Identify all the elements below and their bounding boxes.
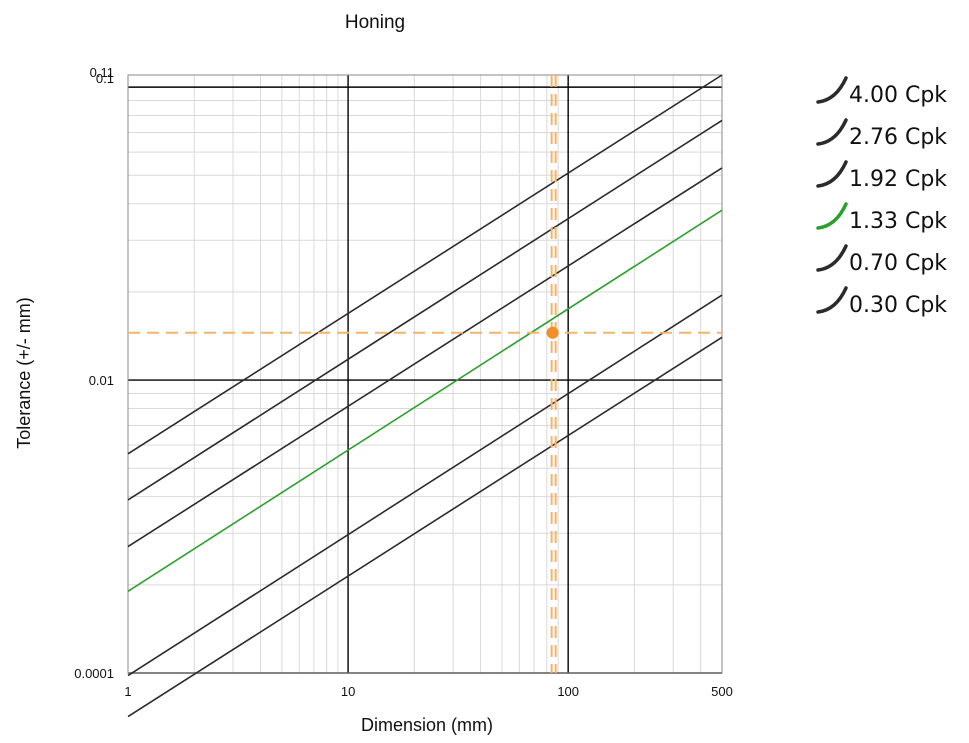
- series-line-4-00-cpk: [127, 74, 723, 455]
- legend-label: 2.76 Cpk: [849, 125, 947, 150]
- x-tick-label: 500: [711, 684, 733, 699]
- legend-swatch-icon: [816, 118, 848, 146]
- legend-label: 4.00 Cpk: [849, 83, 947, 108]
- y-axis-title: Tolerance (+/- mm): [14, 297, 34, 449]
- x-axis-title: Dimension (mm): [361, 715, 493, 735]
- y-tick-label: 0.1: [96, 71, 114, 86]
- y-tick-label: 0.0001: [74, 666, 114, 681]
- legend-item[interactable]: 0.30 Cpk: [816, 286, 947, 318]
- legend-swatch-icon: [816, 244, 848, 272]
- legend-item[interactable]: 2.76 Cpk: [816, 118, 947, 150]
- legend-label: 1.33 Cpk: [849, 209, 947, 234]
- legend-label: 0.30 Cpk: [849, 293, 947, 318]
- series-line-1-33-cpk: [127, 209, 723, 592]
- x-tick-label: 10: [341, 684, 355, 699]
- legend-item[interactable]: 1.92 Cpk: [816, 160, 947, 192]
- minor-grid: [128, 75, 723, 673]
- y-tick-labels: 0.110.1 0.01 0.0001: [74, 65, 114, 681]
- legend-swatch-icon: [816, 160, 848, 188]
- y-tick-label: 0.01: [89, 373, 114, 388]
- x-tick-label: 100: [557, 684, 579, 699]
- legend-swatch-icon: [816, 286, 848, 314]
- series-line-0-70-cpk: [127, 294, 723, 677]
- series-layer: [127, 74, 723, 718]
- series-line-2-76-cpk: [127, 119, 723, 501]
- plot-frame: [127, 74, 723, 674]
- x-tick-label: 1: [124, 684, 131, 699]
- series-line-1-92-cpk: [127, 167, 723, 548]
- major-grid: [128, 75, 722, 674]
- legend-swatch-icon: [816, 76, 848, 104]
- chart-title: Honing: [345, 12, 405, 33]
- selected-point-marker[interactable]: [546, 326, 559, 339]
- legend-item[interactable]: 4.00 Cpk: [816, 76, 947, 108]
- y-tick-label: 0.11: [90, 65, 114, 80]
- marker-layer: [128, 75, 722, 673]
- legend: 4.00 Cpk 2.76 Cpk 1.92 Cpk 1.33 Cpk 0.70 Cpk…: [816, 76, 947, 318]
- legend-label: 1.92 Cpk: [849, 167, 947, 192]
- series-line-0-30-cpk: [127, 336, 723, 718]
- legend-label: 0.70 Cpk: [849, 251, 947, 276]
- legend-swatch-icon: [816, 202, 848, 230]
- x-tick-labels: 1 10 100 500: [124, 684, 732, 699]
- legend-item[interactable]: 0.70 Cpk: [816, 244, 947, 276]
- legend-item[interactable]: 1.33 Cpk: [816, 202, 947, 234]
